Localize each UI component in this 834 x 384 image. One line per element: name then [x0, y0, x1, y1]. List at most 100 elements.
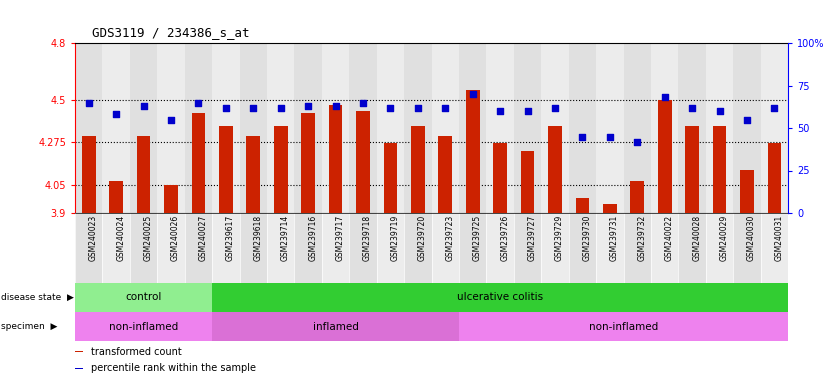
Bar	[486, 43, 514, 213]
Bar	[377, 213, 404, 283]
Point	[603, 133, 616, 139]
Point	[768, 104, 781, 111]
Text: GSM239723: GSM239723	[445, 215, 455, 262]
Point	[109, 111, 123, 118]
Bar	[603, 204, 616, 213]
Text: GSM239729: GSM239729	[555, 215, 564, 262]
Point	[274, 104, 288, 111]
Bar	[733, 43, 761, 213]
Bar	[761, 213, 788, 283]
Bar	[158, 43, 185, 213]
Bar	[377, 43, 404, 213]
Bar	[596, 213, 624, 283]
Bar	[322, 213, 349, 283]
Bar	[384, 143, 397, 213]
Point	[713, 108, 726, 114]
Point	[82, 99, 95, 106]
Text: GSM239617: GSM239617	[226, 215, 235, 262]
Bar	[432, 43, 459, 213]
Bar	[130, 213, 158, 283]
Bar	[541, 213, 569, 283]
Bar	[75, 283, 212, 312]
Point	[494, 108, 507, 114]
Bar	[404, 213, 432, 283]
Text: GSM239727: GSM239727	[528, 215, 536, 262]
Point	[384, 104, 397, 111]
Point	[575, 133, 589, 139]
Text: GSM240022: GSM240022	[665, 215, 674, 261]
Bar	[631, 181, 644, 213]
Bar	[185, 213, 212, 283]
Bar	[212, 213, 239, 283]
Point	[356, 99, 369, 106]
Bar	[239, 43, 267, 213]
Bar	[75, 312, 212, 341]
Text: GSM239618: GSM239618	[254, 215, 263, 261]
Text: inflamed: inflamed	[313, 321, 359, 331]
Bar	[459, 312, 788, 341]
Bar	[322, 43, 349, 213]
Point	[548, 104, 561, 111]
Bar	[158, 213, 185, 283]
Text: GSM239725: GSM239725	[473, 215, 482, 262]
Bar	[103, 43, 130, 213]
Bar	[569, 213, 596, 283]
Bar	[651, 43, 678, 213]
Bar	[514, 213, 541, 283]
Text: GSM239731: GSM239731	[610, 215, 619, 262]
Point	[658, 94, 671, 101]
Text: GSM240024: GSM240024	[116, 215, 125, 262]
Bar	[678, 43, 706, 213]
Bar	[733, 213, 761, 283]
Bar	[624, 43, 651, 213]
Text: GSM239718: GSM239718	[363, 215, 372, 261]
Bar	[212, 312, 459, 341]
Bar	[192, 113, 205, 213]
Bar	[301, 113, 315, 213]
Text: disease state  ▶: disease state ▶	[1, 293, 73, 302]
Bar	[103, 213, 130, 283]
Text: GSM239732: GSM239732	[637, 215, 646, 262]
Point	[137, 103, 150, 109]
Bar	[247, 136, 260, 213]
Bar	[520, 151, 535, 213]
Bar	[109, 181, 123, 213]
Bar	[329, 105, 343, 213]
Text: non-inflamed: non-inflamed	[109, 321, 178, 331]
Point	[521, 108, 535, 114]
Text: control: control	[125, 293, 162, 303]
Text: GSM239720: GSM239720	[418, 215, 427, 262]
Bar	[514, 43, 541, 213]
Point	[466, 91, 480, 97]
Bar	[548, 126, 562, 213]
Bar	[651, 213, 678, 283]
Point	[686, 104, 699, 111]
Bar	[349, 43, 377, 213]
Bar	[541, 43, 569, 213]
Text: GSM240027: GSM240027	[198, 215, 208, 262]
Bar	[486, 213, 514, 283]
Bar	[294, 213, 322, 283]
Text: GDS3119 / 234386_s_at: GDS3119 / 234386_s_at	[92, 26, 249, 39]
Bar	[459, 213, 486, 283]
Bar	[439, 136, 452, 213]
Text: ulcerative colitis: ulcerative colitis	[457, 293, 543, 303]
Bar	[459, 43, 486, 213]
Bar	[219, 126, 233, 213]
Bar	[75, 351, 83, 352]
Bar	[75, 43, 103, 213]
Bar	[294, 43, 322, 213]
Bar	[575, 198, 590, 213]
Bar	[349, 213, 377, 283]
Bar	[212, 283, 788, 312]
Text: GSM240028: GSM240028	[692, 215, 701, 261]
Point	[631, 139, 644, 145]
Text: GSM239717: GSM239717	[335, 215, 344, 262]
Bar	[75, 368, 83, 369]
Text: GSM240029: GSM240029	[720, 215, 729, 262]
Text: GSM239726: GSM239726	[500, 215, 510, 262]
Bar	[706, 213, 733, 283]
Bar	[686, 126, 699, 213]
Bar	[767, 143, 781, 213]
Bar	[678, 213, 706, 283]
